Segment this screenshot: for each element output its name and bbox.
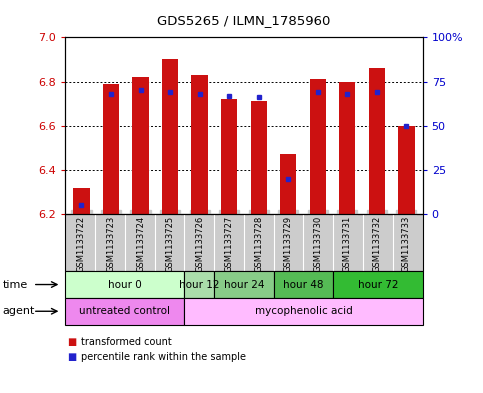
Bar xyxy=(221,99,237,214)
Text: time: time xyxy=(2,279,28,290)
Text: ■: ■ xyxy=(68,352,77,362)
Text: hour 48: hour 48 xyxy=(283,279,324,290)
Text: untreated control: untreated control xyxy=(79,306,170,316)
Text: hour 0: hour 0 xyxy=(108,279,142,290)
Text: transformed count: transformed count xyxy=(81,337,172,347)
Text: mycophenolic acid: mycophenolic acid xyxy=(255,306,353,316)
Bar xyxy=(280,154,297,214)
Bar xyxy=(103,84,119,214)
Text: GDS5265 / ILMN_1785960: GDS5265 / ILMN_1785960 xyxy=(157,15,330,28)
Bar xyxy=(339,82,355,214)
Bar xyxy=(162,59,178,214)
Bar xyxy=(132,77,149,214)
Text: ■: ■ xyxy=(68,337,77,347)
Text: hour 72: hour 72 xyxy=(358,279,398,290)
Text: agent: agent xyxy=(2,306,35,316)
Bar xyxy=(251,101,267,214)
Bar xyxy=(369,68,385,214)
Text: hour 12: hour 12 xyxy=(179,279,219,290)
Bar xyxy=(191,75,208,214)
Bar xyxy=(310,79,326,214)
Text: percentile rank within the sample: percentile rank within the sample xyxy=(81,352,246,362)
Bar xyxy=(73,188,89,214)
Bar xyxy=(398,126,414,214)
Text: hour 24: hour 24 xyxy=(224,279,264,290)
